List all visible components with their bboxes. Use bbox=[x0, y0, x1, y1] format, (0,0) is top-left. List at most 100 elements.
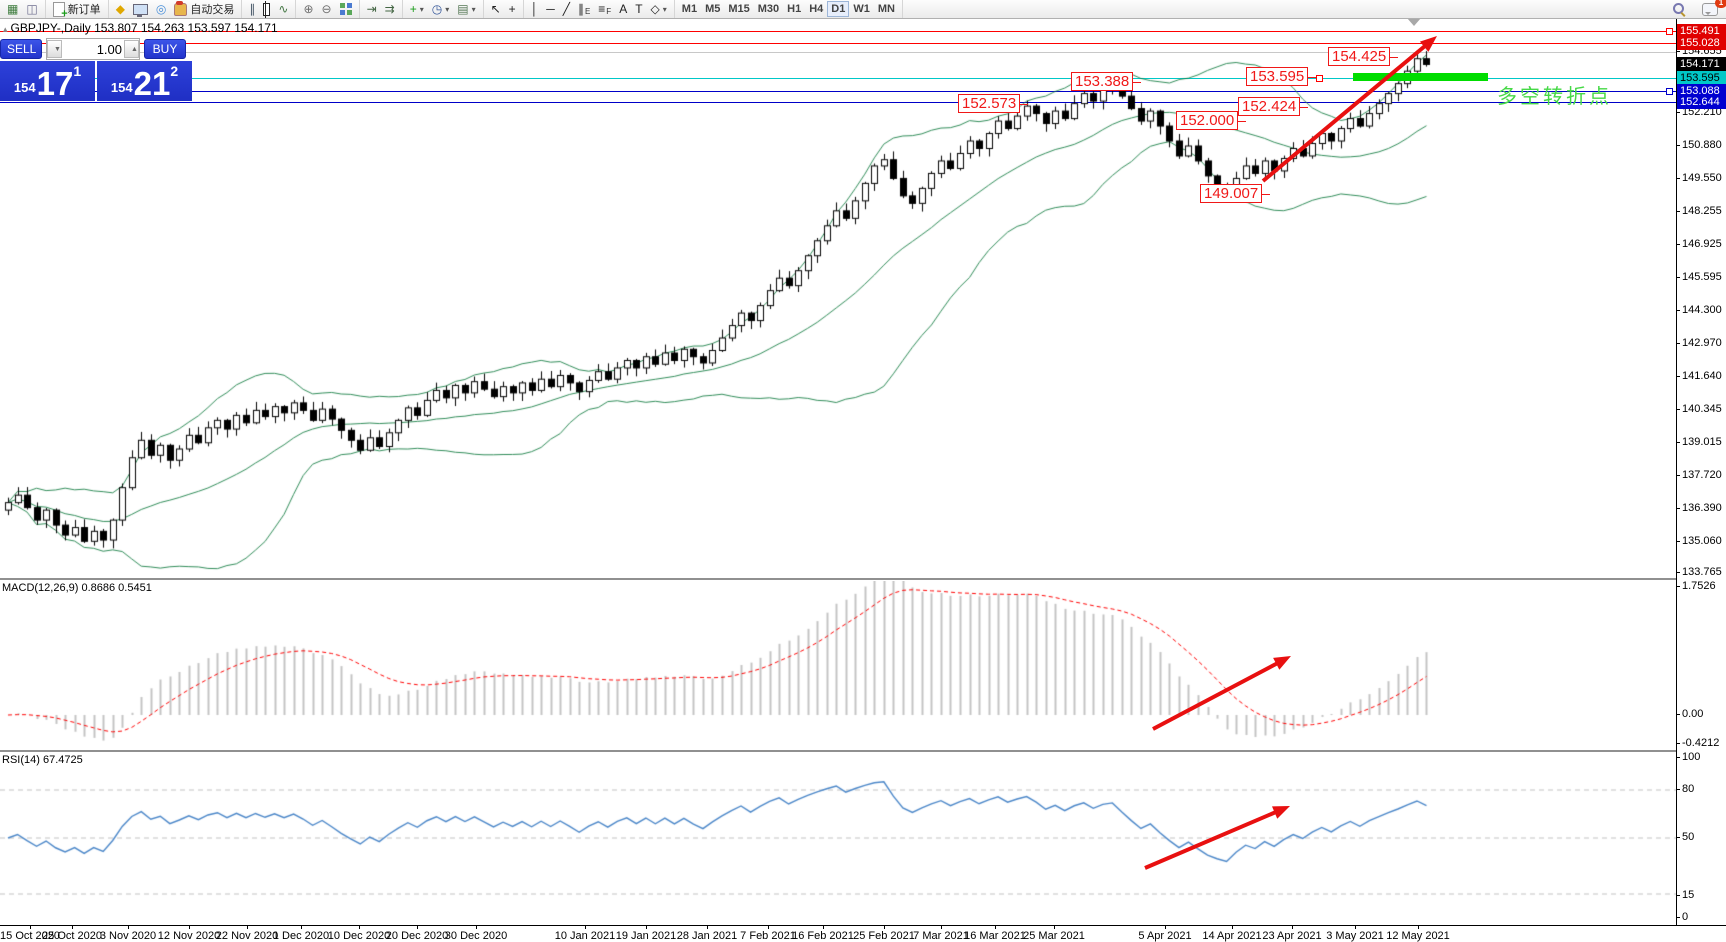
panel-separator[interactable] bbox=[0, 750, 1726, 753]
candlestick-chart-button[interactable] bbox=[259, 0, 274, 18]
date-tick-label: 12 May 2021 bbox=[1386, 930, 1450, 942]
rsi-axis-label: 80 bbox=[1675, 783, 1695, 795]
timeframe-m15[interactable]: M15 bbox=[724, 1, 753, 17]
price-axis-label: 149.550 bbox=[1676, 172, 1722, 184]
chart-shift-button[interactable]: ⇥ bbox=[363, 1, 381, 17]
price-label-flag[interactable]: 149.007 bbox=[1200, 184, 1271, 203]
trendline-button[interactable]: ╱ bbox=[559, 1, 574, 17]
timeframe-h4-label: H4 bbox=[809, 3, 824, 15]
price-label-flag[interactable]: 153.388 bbox=[1071, 72, 1142, 91]
volume-increase-button[interactable]: ▲ bbox=[124, 40, 139, 58]
chevron-down-icon: ▾ bbox=[419, 4, 424, 14]
arrows-tool-button[interactable]: ◇ ▾ bbox=[647, 1, 671, 17]
price-axis-marker: 152.644 bbox=[1677, 95, 1726, 109]
toolbar-group: 新订单 bbox=[46, 0, 109, 20]
date-tick bbox=[768, 926, 769, 929]
line-chart-icon: ∿ bbox=[278, 2, 289, 16]
terminal-button[interactable] bbox=[129, 1, 152, 17]
tool-sub-letter: F bbox=[606, 7, 612, 16]
template-button[interactable]: ▤ ▾ bbox=[453, 1, 479, 17]
sell-button[interactable]: SELL bbox=[0, 39, 42, 59]
cursor-button[interactable]: ↖ bbox=[487, 1, 505, 17]
bid-price-prefix: 154 bbox=[13, 80, 36, 95]
template-icon: ▤ bbox=[457, 2, 469, 16]
price-axis-label: 137.720 bbox=[1676, 469, 1722, 481]
zoom-out-button[interactable]: ⊖ bbox=[318, 1, 336, 17]
zoom-in-icon: ⊕ bbox=[303, 2, 314, 16]
macd-axis-label: -0.4212 bbox=[1675, 737, 1720, 749]
date-tick bbox=[1418, 926, 1419, 929]
panel-separator[interactable] bbox=[0, 578, 1726, 581]
text-label-button[interactable]: T bbox=[631, 1, 646, 17]
price-label-flag[interactable]: 154.425 bbox=[1328, 47, 1399, 66]
vertical-line-button[interactable]: │ bbox=[527, 1, 543, 17]
autotrading-button-label: 自动交易 bbox=[190, 4, 235, 16]
price-label-flag[interactable]: 152.424 bbox=[1238, 97, 1309, 116]
bid-price-tile[interactable]: 154 17 1 bbox=[0, 61, 95, 101]
tile-windows-button[interactable] bbox=[336, 1, 356, 17]
price-chart-canvas[interactable] bbox=[0, 18, 1676, 925]
volume-decrease-button[interactable]: ▼ bbox=[47, 40, 62, 58]
timeframe-d1[interactable]: D1 bbox=[827, 1, 850, 17]
notifications-button[interactable]: 1 bbox=[1698, 0, 1726, 17]
timeframe-m1[interactable]: M1 bbox=[678, 1, 701, 17]
fibonacci-button[interactable]: ≡ F bbox=[594, 1, 615, 17]
text-button[interactable]: A bbox=[615, 1, 631, 17]
toolbar-group: + ▾ ◷ ▾ ▤ ▾ bbox=[403, 0, 484, 18]
crosshair-button[interactable]: + bbox=[505, 1, 520, 17]
profiles-button[interactable]: ◫ bbox=[22, 1, 41, 17]
date-tick-label: 12 Nov 2020 bbox=[157, 930, 221, 942]
price-axis-label: 135.060 bbox=[1676, 535, 1722, 547]
price-axis-marker: 155.028 bbox=[1677, 36, 1726, 50]
price-label-flag[interactable]: 152.573 bbox=[958, 94, 1029, 113]
new-chart-button[interactable]: ▦ bbox=[3, 1, 22, 17]
date-tick-label: 25 Mar 2021 bbox=[1023, 930, 1085, 942]
object-anchor-handle[interactable] bbox=[1666, 28, 1673, 35]
date-axis[interactable]: 15 Oct 2020 25 Oct 2020 3 Nov 2020 12 Nov 2… bbox=[0, 925, 1726, 942]
date-tick-label: 30 Dec 2020 bbox=[444, 930, 508, 942]
zoom-in-button[interactable]: ⊕ bbox=[299, 1, 317, 17]
bar-chart-button[interactable]: ∥ bbox=[245, 1, 259, 17]
timeframe-w1[interactable]: W1 bbox=[849, 1, 874, 17]
price-label-flag[interactable]: 153.595 bbox=[1246, 67, 1317, 86]
timeframe-m30[interactable]: M30 bbox=[754, 1, 783, 17]
toolbar-group: ∥ ∿ bbox=[242, 0, 297, 18]
chart-shift-icon: ⇥ bbox=[366, 2, 377, 16]
auto-scroll-button[interactable]: ⇉ bbox=[381, 1, 399, 17]
support-zone-bar[interactable] bbox=[1353, 73, 1488, 81]
timeframe-h1[interactable]: H1 bbox=[783, 1, 805, 17]
metaeditor-button[interactable]: ◆ bbox=[112, 1, 129, 17]
pivot-point-annotation[interactable]: 多空转折点 bbox=[1497, 86, 1612, 108]
timeframe-h4[interactable]: H4 bbox=[805, 1, 827, 17]
buy-button[interactable]: BUY bbox=[144, 39, 186, 59]
volume-input[interactable] bbox=[62, 40, 124, 58]
timeframe-m5[interactable]: M5 bbox=[701, 1, 724, 17]
timeframe-w1-label: W1 bbox=[853, 3, 870, 15]
object-anchor-handle[interactable] bbox=[1666, 88, 1673, 95]
ask-price-tile[interactable]: 154 21 2 bbox=[97, 61, 192, 101]
new-order-button[interactable]: 新订单 bbox=[49, 1, 105, 20]
indicators-button[interactable]: + ▾ bbox=[406, 1, 428, 17]
timeframe-mn[interactable]: MN bbox=[874, 1, 899, 17]
equidistant-channel-button[interactable]: ∥ E bbox=[574, 1, 594, 17]
ask-price-fraction: 2 bbox=[170, 63, 179, 79]
object-anchor-handle[interactable] bbox=[1316, 75, 1323, 82]
horizontal-line-button[interactable]: ─ bbox=[542, 1, 559, 17]
date-tick-label: 1 Dec 2020 bbox=[272, 930, 330, 942]
text-label-icon: T bbox=[635, 2, 643, 16]
autotrading-button[interactable]: 自动交易 bbox=[170, 0, 238, 17]
timeframe-h1-label: H1 bbox=[787, 3, 802, 15]
volume-stepper: ▼ ▲ bbox=[46, 38, 140, 60]
price-axis[interactable]: 154.655 152.210 150.880 149.550 148.255 146.9… bbox=[1675, 18, 1726, 925]
date-tick-label: 10 Jan 2021 bbox=[554, 930, 616, 942]
period-button[interactable]: ◷ ▾ bbox=[428, 1, 454, 17]
timeframe-d1-label: D1 bbox=[831, 3, 846, 15]
search-button[interactable] bbox=[1668, 1, 1690, 17]
new-order-button-label: 新订单 bbox=[67, 4, 101, 16]
signals-button[interactable]: ◎ bbox=[152, 1, 170, 17]
line-chart-button[interactable]: ∿ bbox=[274, 1, 292, 17]
date-tick-label: 5 Apr 2021 bbox=[1138, 930, 1192, 942]
price-label-flag[interactable]: 152.000 bbox=[1176, 111, 1247, 130]
